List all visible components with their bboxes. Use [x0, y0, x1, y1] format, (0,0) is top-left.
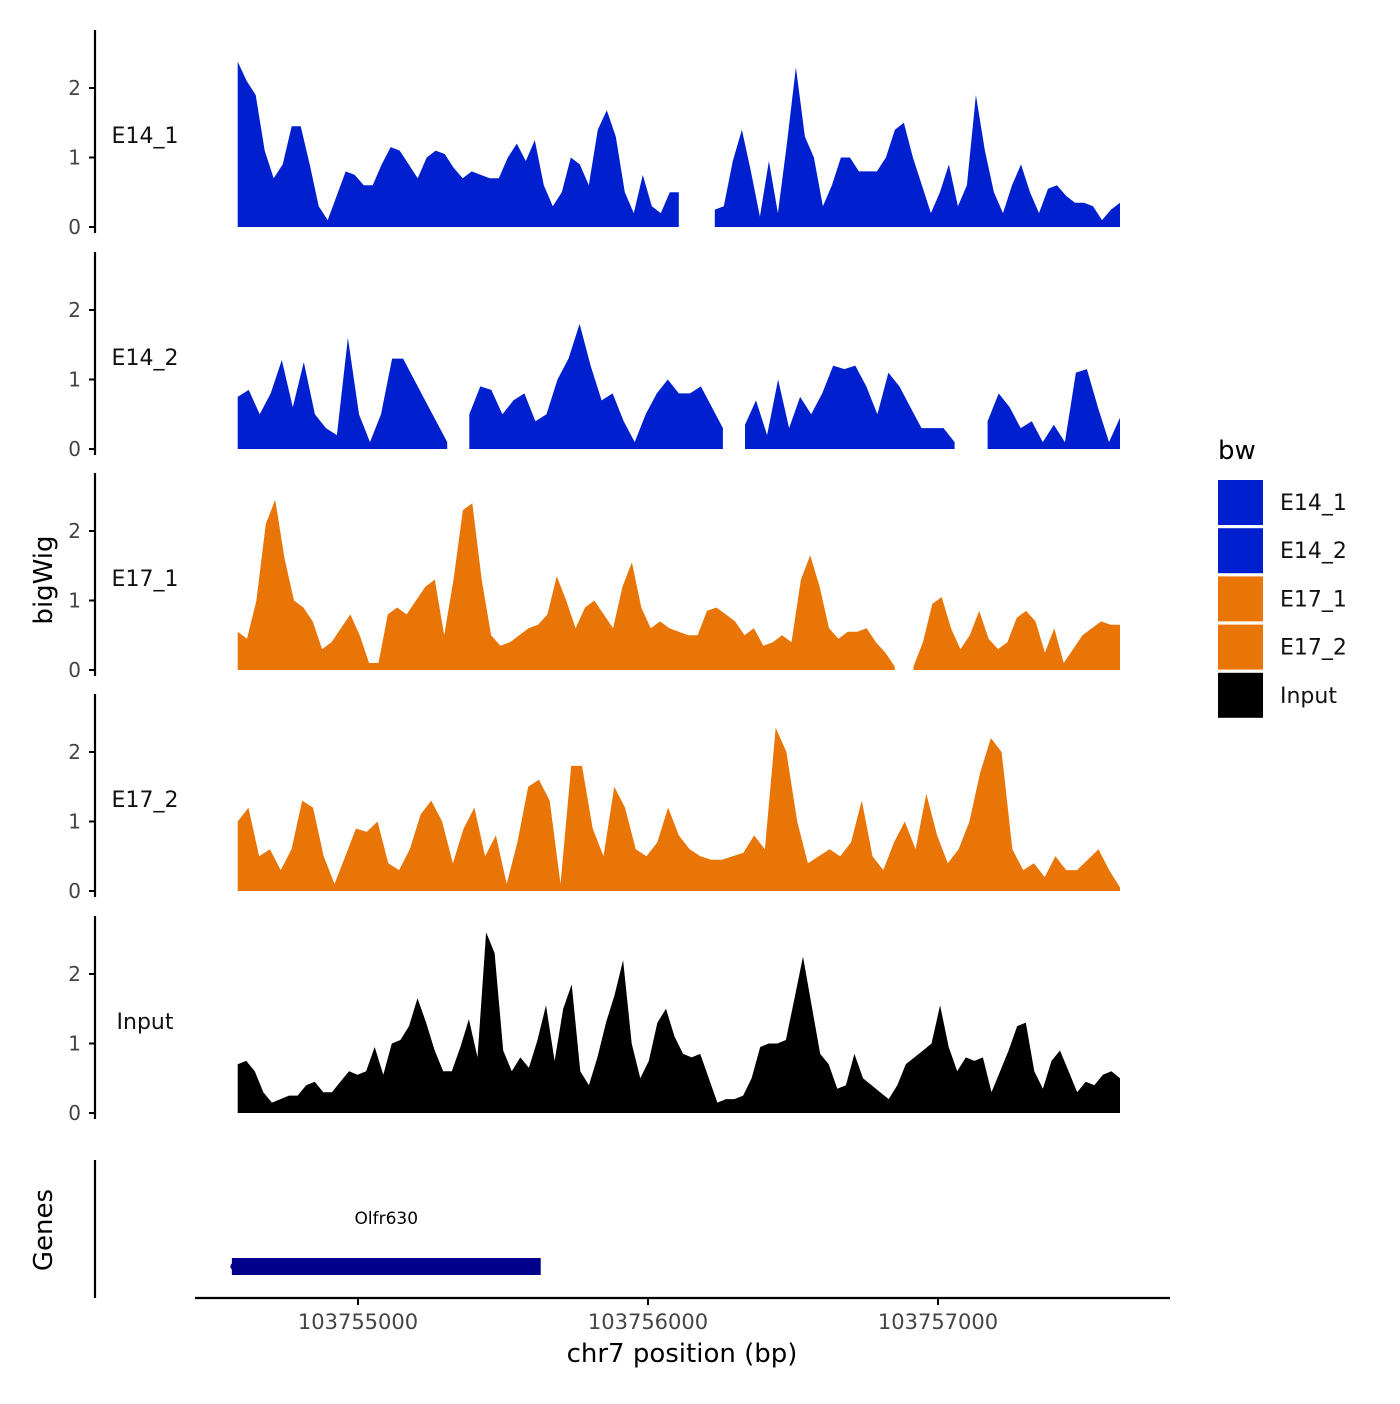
- panel-label: E17_2: [112, 788, 179, 813]
- legend-label: E17_2: [1280, 636, 1347, 661]
- area-e17_1: [913, 597, 1120, 670]
- legend-label: E14_1: [1280, 491, 1347, 516]
- panel-label: E14_1: [112, 124, 179, 149]
- area-e17_2: [237, 727, 1120, 891]
- legend-swatch: [1218, 624, 1263, 670]
- legend-label: E17_1: [1280, 587, 1347, 612]
- x-tick-label: 103755000: [298, 1310, 418, 1334]
- y-tick-label: 0: [68, 658, 81, 682]
- y-tick-label: 1: [68, 589, 81, 613]
- area-e14_2: [745, 365, 955, 449]
- gene-bar: [231, 1258, 541, 1275]
- legend-title: bw: [1218, 436, 1256, 466]
- legend-swatch: [1218, 528, 1263, 574]
- panel-label: E17_1: [112, 567, 179, 592]
- gene-label: Olfr630: [355, 1209, 419, 1229]
- y-tick-label: 1: [68, 1032, 81, 1056]
- x-tick-label: 103756000: [588, 1310, 708, 1334]
- y-tick-label: 2: [68, 740, 81, 764]
- legend-swatch: [1218, 672, 1263, 718]
- area-e14_2: [469, 323, 723, 449]
- panel-label: Input: [117, 1010, 174, 1035]
- y-tick-label: 2: [68, 962, 81, 986]
- y-tick-label: 1: [68, 368, 81, 392]
- y-tick-label: 2: [68, 76, 81, 100]
- y-tick-label: 1: [68, 810, 81, 834]
- y-tick-label: 1: [68, 146, 81, 170]
- x-tick-label: 103757000: [878, 1310, 998, 1334]
- area-input: [237, 932, 1120, 1113]
- legend-swatch: [1218, 480, 1263, 525]
- y-tick-label: 0: [68, 215, 81, 239]
- y-tick-label: 2: [68, 519, 81, 543]
- area-e14_2: [237, 337, 448, 449]
- gene-tss-marker: [230, 1263, 238, 1270]
- genes-axis-title: Genes: [29, 1189, 59, 1271]
- panel-label: E14_2: [112, 346, 179, 371]
- area-e17_1: [237, 499, 895, 670]
- y-tick-label: 2: [68, 298, 81, 322]
- legend-label: Input: [1280, 684, 1337, 709]
- area-e14_2: [987, 369, 1120, 449]
- area-e14_1: [714, 67, 1120, 227]
- y-tick-label: 0: [68, 879, 81, 903]
- area-e14_1: [237, 61, 679, 227]
- y-axis-title: bigWig: [29, 535, 59, 624]
- y-tick-label: 0: [68, 437, 81, 461]
- x-axis-title: chr7 position (bp): [567, 1339, 798, 1369]
- legend-label: E14_2: [1280, 539, 1347, 564]
- y-tick-label: 0: [68, 1101, 81, 1125]
- legend-swatch: [1218, 576, 1263, 622]
